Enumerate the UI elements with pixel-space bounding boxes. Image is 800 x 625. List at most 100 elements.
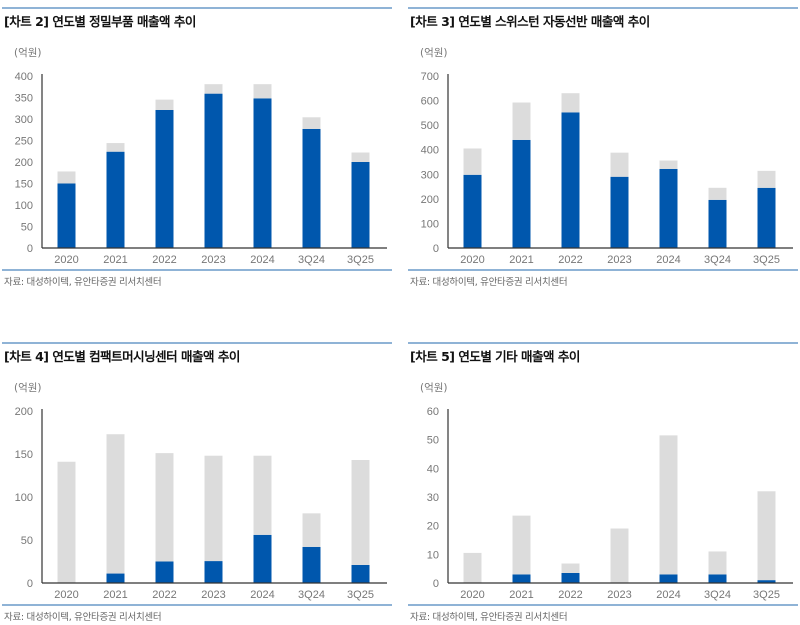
bar-segment-secondary [204, 455, 223, 562]
bar-segment-secondary [253, 455, 272, 535]
top-rule [2, 7, 392, 9]
y-tick-label: 0 [433, 243, 439, 255]
bar-segment-primary [253, 534, 272, 583]
bar-segment-primary [463, 174, 482, 248]
bar-segment-secondary [512, 515, 531, 575]
x-tick-label: 2022 [152, 254, 176, 266]
y-tick-label: 50 [21, 535, 33, 547]
x-tick-label: 3Q25 [347, 589, 374, 601]
x-tick-label: 3Q25 [753, 254, 780, 266]
y-tick-label: 500 [421, 120, 439, 132]
bar-segment-secondary [155, 453, 174, 562]
chart-svg: 0 50 100 150 200 2020 2021 2022 2023 2024 3Q24 3Q25 [15, 406, 387, 601]
x-tick-label: 2021 [509, 589, 533, 601]
bar-segment-secondary [106, 434, 125, 574]
x-tick-label: 2022 [152, 589, 176, 601]
bar-segment-primary [351, 162, 370, 248]
y-tick-label: 150 [15, 179, 33, 191]
x-tick-label: 2022 [558, 589, 582, 601]
y-tick-label: 100 [421, 218, 439, 230]
bar-segment-primary [155, 561, 174, 583]
bar-segment-primary [302, 128, 321, 248]
y-tick-label: 0 [433, 578, 439, 590]
x-tick-label: 2020 [54, 589, 78, 601]
bar-segment-secondary [351, 152, 370, 162]
bar-segment-primary [659, 168, 678, 248]
bar-segment-secondary [561, 93, 580, 113]
x-tick-label: 2024 [656, 254, 680, 266]
bottom-rule [408, 269, 798, 271]
y-axis-unit: (억원) [420, 47, 448, 59]
y-tick-label: 350 [15, 93, 33, 105]
bar-segment-secondary [106, 143, 125, 152]
y-tick-label: 100 [15, 200, 33, 212]
bar-segment-primary [512, 139, 531, 248]
bar-segment-secondary [57, 171, 76, 184]
x-tick-label: 2020 [460, 254, 484, 266]
y-tick-label: 0 [27, 578, 33, 590]
chart-panel-3: [차트 3] 연도별 스위스턴 자동선반 매출액 추이 (억원) 0 100 200… [408, 0, 798, 290]
x-tick-label: 3Q24 [298, 254, 325, 266]
chart-svg: 0 10 20 30 40 50 60 2020 2021 2022 2023 2024 3Q24 3Q2… [427, 406, 793, 601]
y-tick-label: 300 [15, 114, 33, 126]
y-tick-label: 600 [421, 96, 439, 108]
bar-segment-secondary [757, 170, 776, 188]
y-tick-label: 200 [15, 406, 33, 418]
y-tick-label: 300 [421, 169, 439, 181]
y-tick-label: 50 [21, 222, 33, 234]
top-rule [408, 342, 798, 344]
chart-panel-2: [차트 2] 연도별 정밀부품 매출액 추이 (억원) 0 50 100 150 200… [2, 0, 392, 290]
x-tick-label: 3Q24 [298, 589, 325, 601]
y-axis-unit: (억원) [420, 382, 448, 394]
bar-segment-primary [708, 199, 727, 248]
bottom-rule [2, 269, 392, 271]
chart-title: [차트 3] 연도별 스위스턴 자동선반 매출액 추이 [410, 14, 650, 29]
x-tick-label: 2023 [201, 254, 225, 266]
bar-segment-primary [204, 93, 223, 248]
source-note: 자료: 대성하이텍, 유안타증권 리서치센터 [4, 612, 162, 623]
bar-segment-primary [57, 183, 76, 248]
y-tick-label: 250 [15, 136, 33, 148]
chart-title: [차트 4] 연도별 컴팩트머시닝센터 매출액 추이 [4, 349, 240, 364]
bar-segment-primary [659, 574, 678, 583]
bar-segment-secondary [659, 435, 678, 575]
y-tick-label: 60 [427, 406, 439, 418]
y-tick-label: 700 [421, 71, 439, 83]
x-tick-label: 2024 [656, 589, 680, 601]
bar-segment-primary [302, 546, 321, 583]
bar-segment-primary [512, 574, 531, 583]
x-tick-label: 2020 [54, 254, 78, 266]
y-tick-label: 10 [427, 549, 439, 561]
x-tick-label: 2021 [103, 589, 127, 601]
y-tick-label: 200 [421, 194, 439, 206]
bar-segment-secondary [610, 528, 629, 583]
chart-svg: 0 50 100 150 200 250 300 350 400 2020 2021 2022 2023… [15, 71, 387, 266]
y-tick-label: 50 [427, 435, 439, 447]
y-tick-label: 150 [15, 449, 33, 461]
bar-segment-primary [204, 561, 223, 583]
y-tick-label: 200 [15, 157, 33, 169]
x-tick-label: 2020 [460, 589, 484, 601]
bar-segment-primary [561, 572, 580, 583]
bar-segment-primary [155, 109, 174, 248]
bar-segment-secondary [561, 563, 580, 573]
bar-segment-secondary [659, 160, 678, 169]
chart-svg: 0 100 200 300 400 500 600 700 2020 2021 2022 2023 20… [421, 71, 793, 266]
x-tick-label: 3Q25 [753, 589, 780, 601]
bar-segment-secondary [512, 102, 531, 140]
x-tick-label: 3Q24 [704, 254, 731, 266]
source-note: 자료: 대성하이텍, 유안타증권 리서치센터 [410, 277, 568, 288]
top-rule [2, 342, 392, 344]
y-tick-label: 400 [15, 71, 33, 83]
bar-segment-primary [351, 564, 370, 583]
chart-title: [차트 2] 연도별 정밀부품 매출액 추이 [4, 14, 196, 29]
bar-segment-secondary [351, 460, 370, 565]
x-tick-label: 3Q25 [347, 254, 374, 266]
bar-segment-secondary [204, 84, 223, 94]
bar-segment-primary [708, 574, 727, 583]
bar-segment-secondary [463, 148, 482, 175]
bar-segment-secondary [463, 552, 482, 583]
x-tick-label: 2024 [250, 589, 274, 601]
bar-segment-primary [253, 98, 272, 248]
bar-segment-secondary [302, 513, 321, 547]
